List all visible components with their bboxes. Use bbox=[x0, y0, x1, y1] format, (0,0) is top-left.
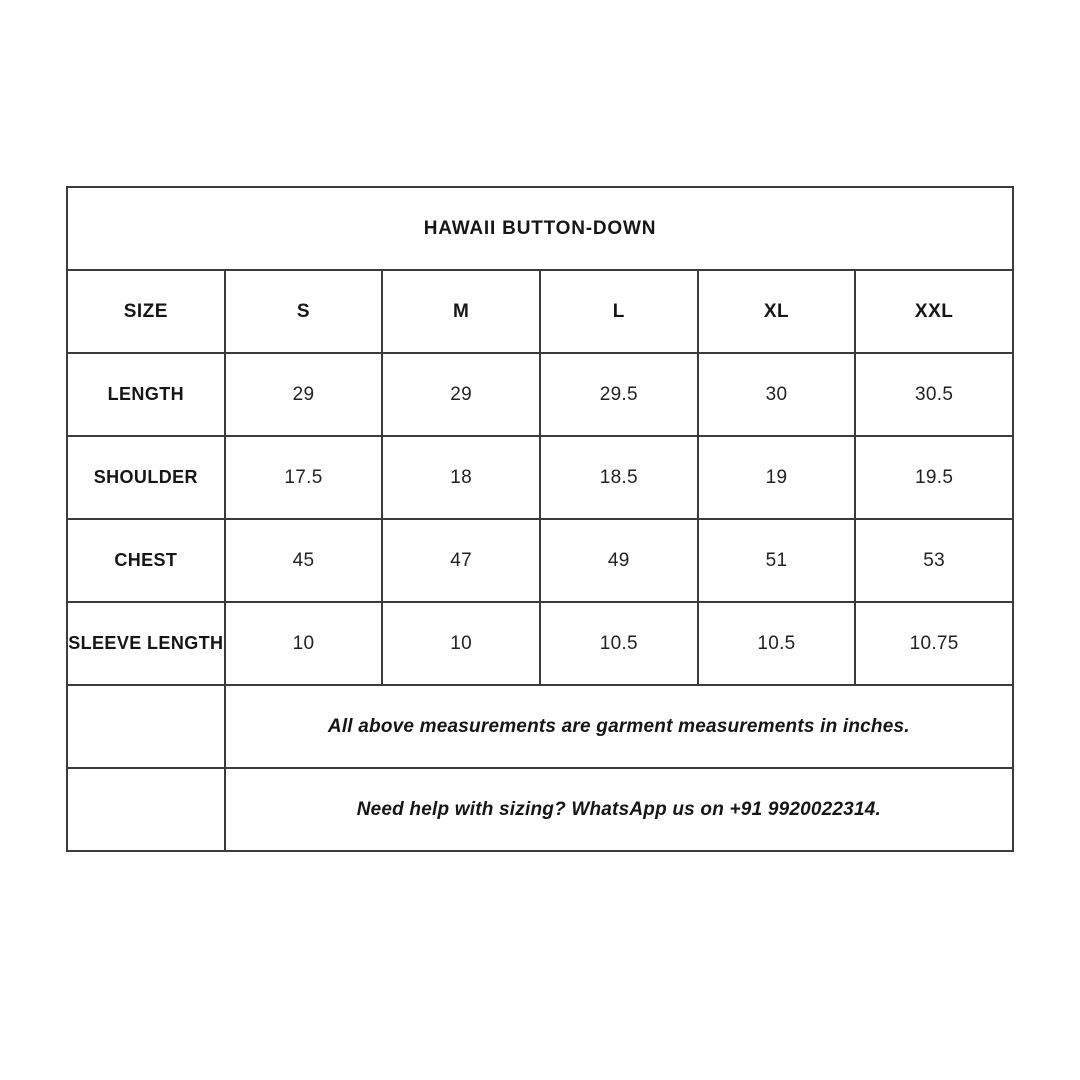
column-header-m: M bbox=[381, 269, 541, 354]
empty-cell bbox=[66, 767, 226, 852]
length-l: 29.5 bbox=[538, 352, 699, 437]
column-header-xl: XL bbox=[696, 269, 857, 354]
row-label-length: LENGTH bbox=[66, 352, 226, 437]
length-s: 29 bbox=[223, 352, 384, 437]
row-label-shoulder: SHOULDER bbox=[66, 435, 226, 520]
column-header-size: SIZE bbox=[66, 269, 226, 354]
header-row: SIZE S M L XL XXL bbox=[66, 269, 1014, 354]
shoulder-m: 18 bbox=[381, 435, 541, 520]
chart-title: HAWAII BUTTON-DOWN bbox=[66, 186, 1014, 271]
row-label-chest: CHEST bbox=[66, 518, 226, 603]
table-row-shoulder: SHOULDER 17.5 18 18.5 19 19.5 bbox=[66, 435, 1014, 520]
table-row-chest: CHEST 45 47 49 51 53 bbox=[66, 518, 1014, 603]
note-row-measurements: All above measurements are garment measu… bbox=[66, 684, 1015, 769]
title-row: HAWAII BUTTON-DOWN bbox=[66, 186, 1014, 271]
chest-s: 45 bbox=[223, 518, 384, 603]
sleeve-xl: 10.5 bbox=[696, 601, 857, 686]
length-xl: 30 bbox=[696, 352, 857, 437]
size-chart-table: HAWAII BUTTON-DOWN SIZE S M L XL XXL LEN… bbox=[66, 186, 1015, 852]
chest-xxl: 53 bbox=[854, 518, 1014, 603]
sizing-help-note: Need help with sizing? WhatsApp us on +9… bbox=[223, 767, 1015, 852]
column-header-s: S bbox=[223, 269, 384, 354]
length-xxl: 30.5 bbox=[854, 352, 1014, 437]
sleeve-s: 10 bbox=[223, 601, 384, 686]
chest-l: 49 bbox=[538, 518, 699, 603]
measurement-note: All above measurements are garment measu… bbox=[223, 684, 1015, 769]
chest-m: 47 bbox=[381, 518, 541, 603]
shoulder-xxl: 19.5 bbox=[854, 435, 1014, 520]
note-row-help: Need help with sizing? WhatsApp us on +9… bbox=[66, 767, 1015, 852]
shoulder-s: 17.5 bbox=[223, 435, 384, 520]
column-header-l: L bbox=[538, 269, 699, 354]
column-header-xxl: XXL bbox=[854, 269, 1014, 354]
chest-xl: 51 bbox=[696, 518, 857, 603]
empty-cell bbox=[66, 684, 226, 769]
length-m: 29 bbox=[381, 352, 541, 437]
table-row-length: LENGTH 29 29 29.5 30 30.5 bbox=[66, 352, 1014, 437]
row-label-sleeve-length: SLEEVE LENGTH bbox=[66, 601, 226, 686]
sleeve-m: 10 bbox=[381, 601, 541, 686]
sleeve-xxl: 10.75 bbox=[854, 601, 1014, 686]
shoulder-xl: 19 bbox=[696, 435, 857, 520]
sleeve-l: 10.5 bbox=[538, 601, 699, 686]
table-row-sleeve-length: SLEEVE LENGTH 10 10 10.5 10.5 10.75 bbox=[66, 601, 1014, 686]
shoulder-l: 18.5 bbox=[538, 435, 699, 520]
